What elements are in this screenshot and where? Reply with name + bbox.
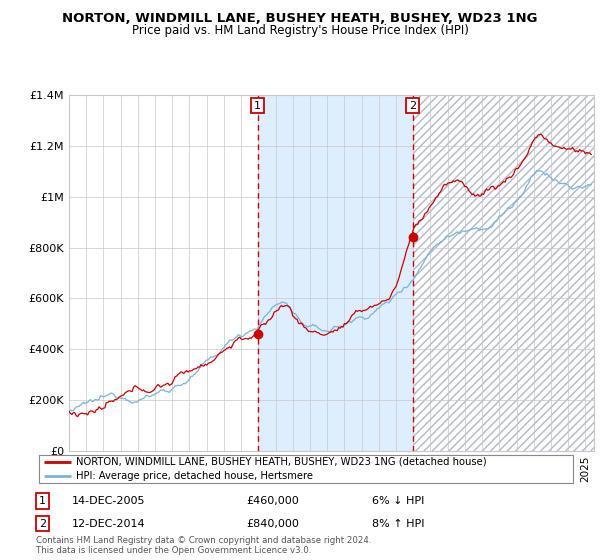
Text: NORTON, WINDMILL LANE, BUSHEY HEATH, BUSHEY, WD23 1NG (detached house): NORTON, WINDMILL LANE, BUSHEY HEATH, BUS… bbox=[77, 457, 487, 467]
Text: 6% ↓ HPI: 6% ↓ HPI bbox=[372, 496, 424, 506]
Text: This data is licensed under the Open Government Licence v3.0.: This data is licensed under the Open Gov… bbox=[36, 545, 311, 555]
Text: 12-DEC-2014: 12-DEC-2014 bbox=[72, 519, 146, 529]
Text: 2: 2 bbox=[39, 519, 46, 529]
Text: 14-DEC-2005: 14-DEC-2005 bbox=[72, 496, 146, 506]
Text: 2: 2 bbox=[409, 101, 416, 110]
Text: Price paid vs. HM Land Registry's House Price Index (HPI): Price paid vs. HM Land Registry's House … bbox=[131, 24, 469, 37]
Text: NORTON, WINDMILL LANE, BUSHEY HEATH, BUSHEY, WD23 1NG: NORTON, WINDMILL LANE, BUSHEY HEATH, BUS… bbox=[62, 12, 538, 25]
Bar bbox=[413, 95, 594, 451]
Text: 8% ↑ HPI: 8% ↑ HPI bbox=[372, 519, 425, 529]
Text: £460,000: £460,000 bbox=[246, 496, 299, 506]
Bar bbox=[257, 95, 413, 451]
Text: HPI: Average price, detached house, Hertsmere: HPI: Average price, detached house, Hert… bbox=[77, 471, 314, 481]
Text: Contains HM Land Registry data © Crown copyright and database right 2024.: Contains HM Land Registry data © Crown c… bbox=[36, 536, 371, 545]
FancyBboxPatch shape bbox=[39, 455, 574, 483]
Text: £840,000: £840,000 bbox=[246, 519, 299, 529]
Text: 1: 1 bbox=[39, 496, 46, 506]
Text: 1: 1 bbox=[254, 101, 261, 110]
